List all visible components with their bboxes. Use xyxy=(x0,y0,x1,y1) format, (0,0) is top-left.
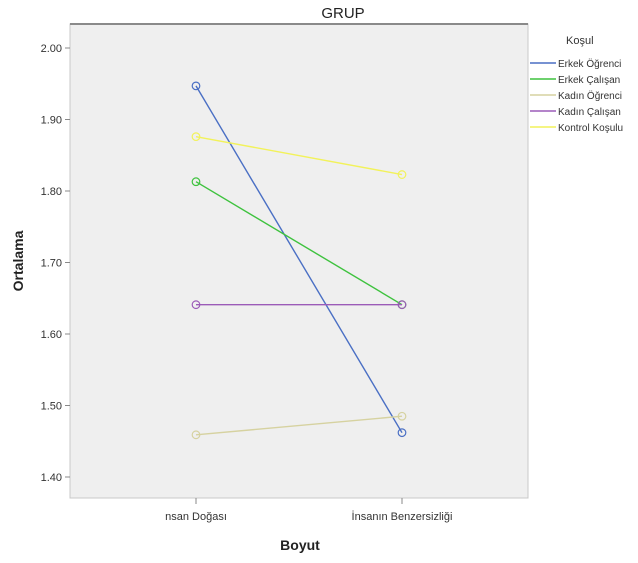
chart-title: GRUP xyxy=(321,5,364,22)
series-line xyxy=(195,181,403,306)
data-point xyxy=(397,411,407,421)
data-point xyxy=(191,300,201,310)
legend-title: Koşul xyxy=(566,35,594,47)
series-line xyxy=(195,85,403,434)
y-tick-label: 1.90 xyxy=(41,115,62,127)
data-point xyxy=(191,430,201,440)
data-point xyxy=(397,170,407,179)
y-tick-label: 1.60 xyxy=(41,329,62,341)
legend-label: Erkek Çalışan xyxy=(558,75,620,86)
data-point xyxy=(191,177,201,187)
legend-label: Kontrol Koşulu xyxy=(558,123,623,134)
series-line xyxy=(195,135,403,176)
y-tick-label: 1.40 xyxy=(41,472,62,484)
y-tick-label: 2.00 xyxy=(41,43,62,55)
plot-area xyxy=(69,23,529,499)
x-tick-label: nsan Doğası xyxy=(165,511,227,523)
y-axis-title: Ortalama xyxy=(10,230,26,291)
y-tick-label: 1.50 xyxy=(41,401,62,413)
series-line xyxy=(195,415,403,436)
data-point xyxy=(397,300,407,310)
x-tick-label: İnsanın Benzersizliği xyxy=(352,510,453,523)
legend-label: Erkek Öğrenci xyxy=(558,58,621,70)
data-point xyxy=(191,81,201,91)
legend-label: Kadın Öğrenci xyxy=(558,90,622,102)
y-tick-label: 1.70 xyxy=(41,258,62,270)
legend-label: Kadın Çalışan xyxy=(558,107,621,118)
data-point xyxy=(191,132,201,142)
data-point xyxy=(397,428,407,438)
y-tick-label: 1.80 xyxy=(41,186,62,198)
x-axis-title: Boyut xyxy=(280,537,320,553)
